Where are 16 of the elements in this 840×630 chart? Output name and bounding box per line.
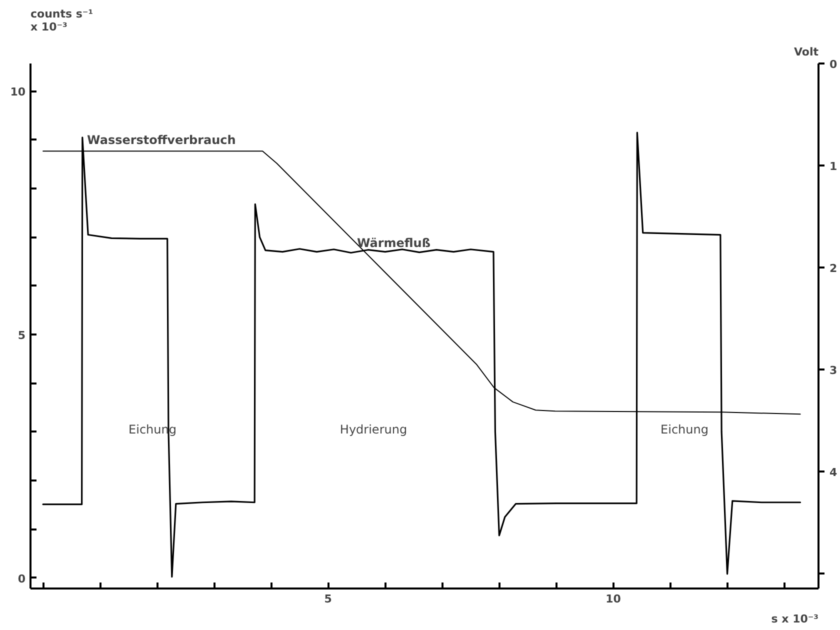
y-tick-label: 0 (18, 572, 26, 586)
y2-axis-title: Volt (794, 46, 818, 58)
y-tick-label: 5 (18, 329, 26, 342)
x-axis-title: s x 10⁻³ (771, 612, 819, 626)
y2-tick-label: 3 (830, 364, 838, 377)
y-tick-label: 10 (10, 86, 26, 99)
series-label: Wärmefluß (356, 236, 431, 250)
y2-tick-label: 0 (830, 58, 838, 71)
y2-tick-label: 1 (830, 160, 838, 173)
annotation: Hydrierung (340, 422, 408, 436)
annotation: Eichung (660, 422, 708, 436)
line-series (42, 132, 802, 578)
series-label: Wasserstoffverbrauch (87, 133, 236, 148)
y2-tick-label: 2 (830, 262, 838, 275)
y2-tick-label: 4 (830, 466, 838, 479)
y-axis-title: counts s⁻¹ x 10⁻³ (30, 8, 94, 34)
